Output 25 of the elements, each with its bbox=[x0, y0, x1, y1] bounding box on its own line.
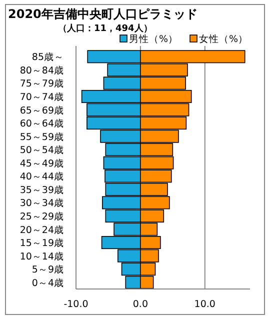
x-tick-label: 10.0 bbox=[194, 299, 216, 310]
y-tick-label: 45～49歳 bbox=[20, 157, 64, 170]
y-tick-label: 50～54歳 bbox=[20, 144, 64, 156]
x-tick-label: -10.0 bbox=[64, 299, 88, 310]
y-tick-label: 10～14歳 bbox=[20, 250, 64, 262]
y-tick-label: 25～29歳 bbox=[20, 210, 64, 222]
y-tick-label: 70～74歳 bbox=[20, 90, 64, 103]
y-tick-label: 0～4歳 bbox=[32, 276, 64, 289]
y-tick-label: 15～19歳 bbox=[20, 237, 64, 250]
y-tick-label: 55～59歳 bbox=[20, 130, 64, 143]
chart-subtitle: （人口：11，494人） bbox=[58, 23, 152, 34]
y-tick-label: 75～79歳 bbox=[20, 78, 64, 90]
y-tick-label: 35～39歳 bbox=[20, 184, 64, 196]
y-tick-label: 30～34歳 bbox=[20, 197, 64, 210]
legend-label: 男性（%） bbox=[129, 33, 178, 45]
legend-label: 女性（%） bbox=[199, 33, 248, 45]
x-tick-label: 0.0 bbox=[132, 299, 148, 310]
y-tick-label: 5～9歳 bbox=[32, 264, 64, 276]
y-tick-label: 40～44歳 bbox=[20, 170, 64, 183]
y-tick-label: 20～24歳 bbox=[20, 224, 64, 236]
chart-title: 2020年吉備中央町人口ピラミッド bbox=[8, 7, 198, 21]
y-tick-label: 80～84歳 bbox=[20, 64, 64, 76]
y-tick-label: 65～69歳 bbox=[20, 104, 64, 116]
y-tick-label: 85歳～ bbox=[32, 51, 64, 64]
y-tick-label: 60～64歳 bbox=[20, 118, 64, 130]
